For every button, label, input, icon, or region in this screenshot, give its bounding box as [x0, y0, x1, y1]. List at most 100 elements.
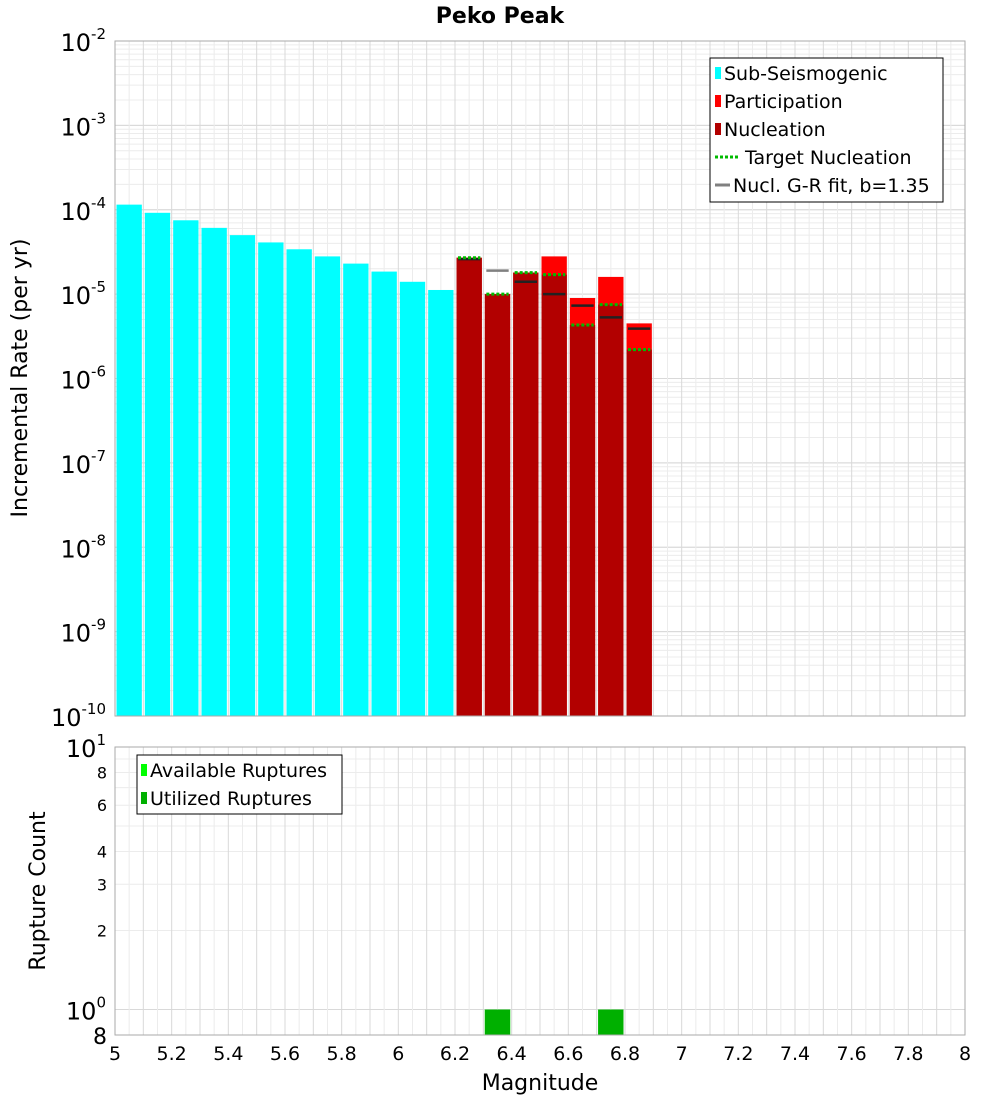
y-tick-exponent: -8: [91, 531, 106, 549]
nucleation-bar: [456, 257, 482, 716]
x-tick-label: 8: [959, 1043, 971, 1065]
x-axis: 5 5.2 5.4 5.6 5.8 6 6.2 6.4 6.6 6.8 7 7.2 7.4 7.6 7.8 8: [109, 1043, 971, 1065]
y-tick-exponent: -2: [91, 25, 106, 43]
legend-swatch: [715, 95, 721, 107]
y-tick-label: 10-4: [60, 194, 106, 226]
legend-label: Utilized Ruptures: [150, 788, 312, 810]
x-tick-label: 6.4: [497, 1043, 527, 1065]
legend-swatch: [141, 764, 147, 776]
sub-seismogenic-bar: [286, 249, 312, 716]
legend-label: Nucl. G-R fit, b=1.35: [733, 175, 930, 197]
y-tick-label: 10-8: [60, 531, 106, 563]
y-minor-tick-label: 4: [97, 842, 107, 861]
utilized-ruptures-bar: [598, 1009, 624, 1035]
y-tick-exponent: 1: [96, 731, 106, 749]
sub-seismogenic-bar: [201, 227, 227, 716]
y-tick-label: 10-7: [60, 447, 106, 479]
y-tick-base: 10: [51, 704, 82, 732]
count-y-axis-label: Rupture Count: [26, 811, 51, 971]
y-tick-base: 10: [60, 282, 91, 310]
y-tick-base: 10: [66, 998, 97, 1026]
nucleation-bar: [541, 274, 567, 716]
rupture-legend: Available Ruptures Utilized Ruptures: [136, 754, 343, 815]
legend-swatch: [141, 792, 147, 804]
x-tick-label: 7.8: [893, 1043, 923, 1065]
x-axis-label: Magnitude: [482, 1071, 599, 1096]
y-tick-base: 10: [60, 367, 91, 395]
x-tick-label: 6: [392, 1043, 404, 1065]
plot-border: [114, 40, 966, 717]
x-tick-label: 7.2: [723, 1043, 753, 1065]
y-tick-base: 10: [66, 735, 97, 763]
x-tick-label: 6.2: [440, 1043, 470, 1065]
y-tick-base: 10: [60, 198, 91, 226]
y-tick-label: 10-2: [60, 25, 106, 57]
nucleation-bar: [626, 349, 652, 716]
rate-y-axis-label: Incremental Rate (per yr): [8, 239, 33, 518]
sub-seismogenic-bar: [144, 212, 171, 716]
legend-box: [709, 57, 944, 203]
sub-seismogenic-bar: [314, 256, 341, 716]
x-tick-label: 7.6: [837, 1043, 867, 1065]
sub-seismogenic-bar: [399, 281, 426, 716]
y-tick-exponent: -7: [91, 447, 106, 465]
y-tick-exponent: -10: [82, 700, 107, 718]
y-tick-label: 10-6: [60, 363, 106, 395]
y-tick-base: 10: [60, 451, 91, 479]
y-tick-exponent: 0: [96, 994, 106, 1012]
rate-panel: 10-210-310-410-510-610-710-810-910-10Sub…: [51, 25, 966, 732]
x-tick-label: 5.8: [327, 1043, 357, 1065]
nucleation-bar: [569, 325, 596, 716]
y-tick-label: 10-9: [60, 616, 106, 648]
legend-label: Available Ruptures: [150, 760, 327, 782]
x-tick-label: 7.4: [780, 1043, 810, 1065]
y-tick-base: 10: [60, 113, 91, 141]
x-tick-label: 6.6: [553, 1043, 583, 1065]
nucleation-bar: [513, 272, 539, 716]
y-tick-exponent: -3: [91, 109, 106, 127]
sub-seismogenic-bar: [229, 235, 256, 716]
utilized-ruptures-bar: [484, 1009, 511, 1035]
y-tick-label: 101: [66, 731, 106, 763]
y-tick-base: 10: [60, 620, 91, 648]
y-minor-tick-label: 2: [97, 922, 107, 941]
y-minor-tick-label: 3: [97, 875, 107, 894]
y-tick-exponent: -4: [91, 194, 106, 212]
y-tick-exponent: -5: [91, 278, 106, 296]
legend-box: [136, 754, 343, 815]
x-tick-label: 5.2: [157, 1043, 187, 1065]
y-tick-label: 100: [66, 994, 106, 1026]
sub-seismogenic-bar: [371, 271, 397, 716]
x-tick-label: 5: [109, 1043, 121, 1065]
chart-title: Peko Peak: [436, 4, 566, 29]
sub-seismogenic-bar: [116, 204, 142, 717]
legend-label: Participation: [724, 91, 843, 113]
sub-seismogenic-bar: [173, 220, 199, 717]
nucleation-bar: [484, 294, 511, 716]
legend-label: Target Nucleation: [744, 147, 912, 169]
legend-swatch: [715, 123, 721, 135]
y-tick-base: 10: [60, 29, 91, 57]
y-tick-label: 10-5: [60, 278, 106, 310]
x-tick-label: 6.8: [610, 1043, 640, 1065]
sub-seismogenic-bar: [428, 289, 454, 716]
y-minor-tick-label: 6: [97, 796, 107, 815]
y-tick-exponent: -9: [91, 616, 106, 634]
y-tick-exponent: -6: [91, 363, 106, 381]
y-minor-tick-label: 8: [93, 1025, 107, 1050]
y-tick-label: 10-3: [60, 109, 106, 141]
legend-label: Nucleation: [724, 119, 826, 141]
legend-swatch: [715, 67, 721, 79]
plot-border: [114, 746, 966, 1036]
nucleation-bar: [598, 304, 624, 716]
y-tick-label: 10-10: [51, 700, 106, 732]
sub-seismogenic-bar: [258, 242, 284, 716]
x-tick-label: 5.6: [270, 1043, 300, 1065]
x-tick-label: 5.4: [213, 1043, 243, 1065]
y-minor-tick-label: 8: [97, 763, 107, 782]
rate-legend: Sub-Seismogenic Participation Nucleation Ta…: [709, 57, 944, 203]
legend-label: Sub-Seismogenic: [724, 63, 888, 85]
sub-seismogenic-bar: [343, 263, 369, 716]
